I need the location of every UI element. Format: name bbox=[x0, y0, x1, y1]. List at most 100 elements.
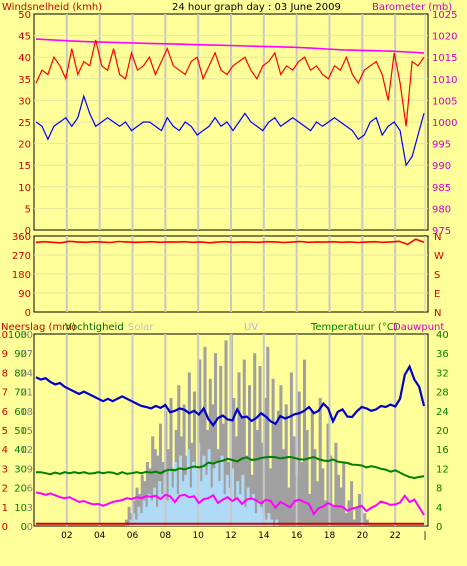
uv-bar-69 bbox=[215, 462, 219, 526]
baro-tick-3: 1010 bbox=[432, 75, 457, 86]
series-windrichting bbox=[35, 238, 425, 246]
temp-tick-8: 8 bbox=[436, 484, 442, 495]
solar-bar-54 bbox=[177, 385, 181, 526]
chart-title: 24 hour graph day : 03 June 2009 bbox=[172, 2, 341, 13]
solar-bar-42 bbox=[145, 462, 149, 526]
solar-bar-92 bbox=[276, 410, 280, 526]
uv-bar-53 bbox=[173, 462, 177, 526]
weather-x-tick-0: 02 bbox=[61, 531, 72, 541]
solar-bar-72 bbox=[224, 340, 228, 526]
rain-tick-1: 9 bbox=[2, 349, 8, 360]
solar-bar-114 bbox=[334, 442, 338, 526]
solar-bar-125 bbox=[363, 513, 367, 526]
uv-bar-61 bbox=[194, 468, 198, 526]
baro-tick-2: 1015 bbox=[432, 53, 457, 64]
temp-tick-10: 0 bbox=[436, 522, 442, 533]
uv-bar-47 bbox=[158, 481, 162, 526]
solar-tick-9: 3 bbox=[27, 503, 33, 514]
uv-bar-41 bbox=[142, 500, 146, 526]
weather-x-tick-5: 12 bbox=[225, 531, 236, 541]
rain-tick-6: 4 bbox=[2, 445, 8, 456]
baro-tick-10: 975 bbox=[432, 226, 451, 237]
solar-bar-98 bbox=[292, 436, 296, 526]
solar-bar-84 bbox=[255, 430, 259, 526]
solar-bar-79 bbox=[242, 359, 246, 526]
compass-tick-0: N bbox=[434, 232, 441, 243]
dir-tick-2: 180 bbox=[12, 270, 31, 281]
temp-tick-7: 12 bbox=[436, 464, 449, 475]
wind-tick-6: 20 bbox=[18, 140, 31, 151]
solar-tick-3: 21 bbox=[20, 388, 33, 399]
solar-bar-46 bbox=[156, 455, 160, 526]
humidity-tick-10: 0 bbox=[21, 522, 27, 533]
solar-bar-59 bbox=[190, 442, 194, 526]
uv-bar-70 bbox=[218, 481, 221, 526]
temp-tick-5: 20 bbox=[436, 426, 449, 437]
uv-axis-title: UV bbox=[244, 322, 258, 333]
solar-bar-106 bbox=[313, 449, 317, 526]
uv-bar-83 bbox=[251, 494, 255, 526]
solar-bar-118 bbox=[344, 513, 348, 526]
uv-bar-45 bbox=[153, 487, 156, 526]
temp-tick-0: 40 bbox=[436, 330, 449, 341]
humidity-tick-3: 70 bbox=[14, 388, 27, 399]
solar-bar-113 bbox=[331, 506, 335, 526]
baro-tick-1: 1020 bbox=[432, 32, 457, 43]
uv-bar-73 bbox=[225, 474, 229, 526]
series-barometer bbox=[35, 38, 425, 54]
solar-bar-123 bbox=[357, 494, 361, 526]
wind-axis-title: Windsnelheid (kmh) bbox=[2, 2, 102, 13]
baro-tick-9: 980 bbox=[432, 204, 451, 215]
rain-tick-2: 8 bbox=[2, 368, 8, 379]
uv-bar-37 bbox=[132, 513, 136, 526]
baro-tick-0: 1025 bbox=[432, 10, 457, 21]
solar-bar-40 bbox=[140, 474, 144, 526]
wind-tick-1: 45 bbox=[18, 32, 31, 43]
solar-bar-119 bbox=[347, 500, 351, 526]
rain-tick-5: 5 bbox=[2, 426, 8, 437]
solar-tick-1: 27 bbox=[20, 349, 33, 360]
rain-tick-8: 2 bbox=[2, 484, 8, 495]
solar-bar-93 bbox=[279, 385, 283, 526]
wind-tick-8: 10 bbox=[18, 183, 31, 194]
solar-tick-5: 15 bbox=[20, 426, 33, 437]
humidity-tick-1: 90 bbox=[14, 349, 27, 360]
solar-bar-86 bbox=[261, 442, 265, 526]
weather-panel-rain-ticks: 109876543210 bbox=[0, 330, 8, 533]
weather-x-tick-9: 20 bbox=[357, 531, 369, 541]
uv-bar-72 bbox=[223, 494, 227, 526]
dir-tick-1: 270 bbox=[12, 251, 31, 262]
uv-bar-64 bbox=[202, 455, 206, 526]
series-windsnelheid bbox=[35, 39, 425, 127]
humidity-tick-8: 20 bbox=[14, 484, 27, 495]
solar-bar-81 bbox=[248, 385, 252, 526]
uv-bar-77 bbox=[236, 481, 240, 526]
uv-bar-82 bbox=[249, 500, 253, 526]
solar-bar-107 bbox=[316, 481, 320, 526]
uv-bar-65 bbox=[205, 474, 208, 526]
solar-bar-47 bbox=[159, 423, 163, 526]
solar-bar-75 bbox=[232, 398, 236, 526]
weather-x-tick-3: 08 bbox=[160, 531, 172, 541]
solar-bar-85 bbox=[258, 366, 262, 526]
uv-bar-54 bbox=[176, 494, 180, 526]
wind-tick-7: 15 bbox=[18, 161, 31, 172]
baro-tick-6: 995 bbox=[432, 140, 451, 151]
solar-bar-115 bbox=[337, 474, 341, 526]
baro-tick-5: 1000 bbox=[432, 118, 457, 129]
uv-bar-39 bbox=[137, 506, 141, 526]
uv-bar-46 bbox=[155, 506, 159, 526]
humidity-tick-6: 40 bbox=[14, 445, 27, 456]
uv-bar-66 bbox=[207, 449, 211, 526]
barometer-axis-title: Barometer (mb) bbox=[372, 2, 452, 13]
weather-x-tick-10: 22 bbox=[389, 531, 400, 541]
uv-bar-67 bbox=[210, 487, 214, 526]
solar-bar-35 bbox=[127, 506, 131, 526]
compass-tick-1: W bbox=[434, 251, 444, 262]
uv-bar-56 bbox=[181, 481, 185, 526]
temperature-axis-title: Temperatuur (°C) bbox=[310, 322, 398, 333]
